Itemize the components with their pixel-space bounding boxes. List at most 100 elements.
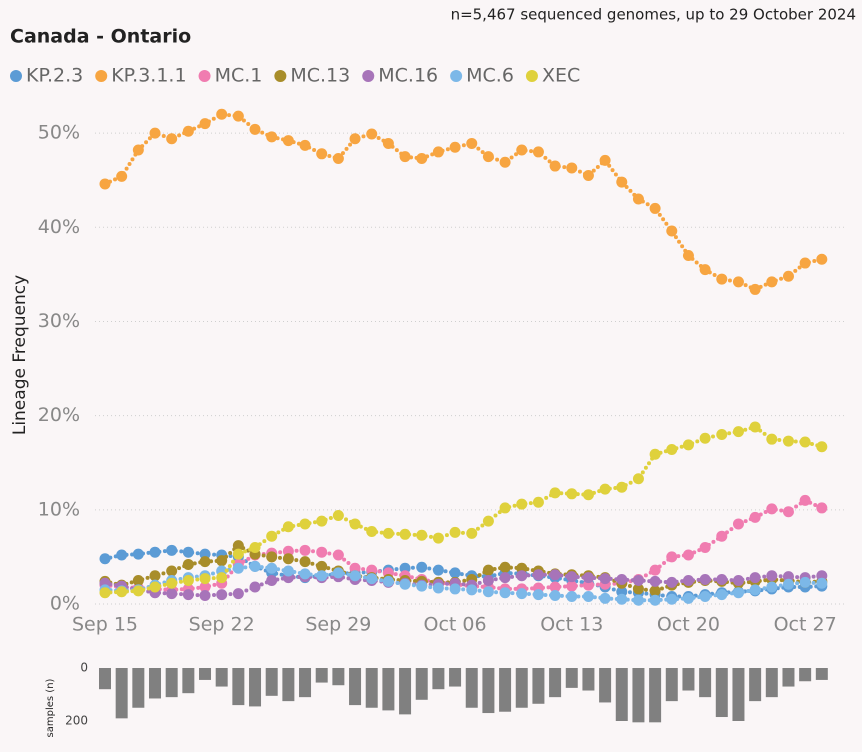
data-point (599, 483, 611, 495)
data-point (132, 585, 144, 597)
data-point (599, 573, 611, 585)
data-point (666, 444, 678, 456)
bar (299, 668, 312, 698)
data-point (766, 433, 778, 445)
bar (649, 668, 662, 723)
data-point (566, 162, 578, 174)
legend-marker (450, 70, 463, 82)
data-point (616, 586, 628, 598)
data-point (632, 594, 644, 606)
data-point (132, 574, 144, 586)
data-point (149, 570, 161, 582)
data-point (816, 577, 828, 589)
data-point (416, 153, 428, 165)
data-point (199, 118, 211, 130)
data-point (266, 574, 278, 586)
bar (315, 668, 328, 683)
data-point (482, 574, 494, 586)
bar (432, 668, 445, 690)
data-point (616, 176, 628, 188)
data-point (582, 590, 594, 602)
data-point (149, 127, 161, 139)
data-point (282, 135, 294, 147)
data-point (166, 577, 178, 589)
data-point (732, 574, 744, 586)
data-point (216, 108, 228, 120)
data-point (549, 590, 561, 602)
data-point (566, 488, 578, 500)
data-point (199, 581, 211, 593)
data-point (749, 283, 761, 295)
data-point (349, 562, 361, 574)
bar (682, 668, 695, 691)
data-point (499, 156, 511, 168)
data-point (582, 169, 594, 181)
data-point (232, 562, 244, 574)
data-point (466, 584, 478, 596)
bar (465, 668, 478, 708)
data-point (682, 439, 694, 451)
data-point (199, 573, 211, 585)
data-point (499, 502, 511, 514)
data-point (566, 571, 578, 583)
data-point (816, 570, 828, 582)
data-point (799, 494, 811, 506)
data-point (366, 573, 378, 585)
data-point (632, 583, 644, 595)
data-point (416, 529, 428, 541)
data-point (449, 141, 461, 153)
data-point (316, 515, 328, 527)
data-point (666, 225, 678, 237)
x-tick-label: Oct 20 (657, 614, 720, 636)
data-point (699, 574, 711, 586)
legend-marker (362, 70, 375, 82)
data-point (299, 568, 311, 580)
x-tick-label: Sep 29 (305, 614, 371, 636)
data-point (449, 567, 461, 579)
data-point (116, 549, 128, 561)
bar (365, 668, 378, 708)
data-point (699, 590, 711, 602)
data-point (399, 562, 411, 574)
data-point (332, 153, 344, 165)
y-tick-label: 20% (38, 404, 80, 426)
data-point (249, 581, 261, 593)
legend-label: MC.13 (290, 65, 350, 87)
data-point (582, 489, 594, 501)
data-point (382, 527, 394, 539)
bar (565, 668, 578, 688)
bar (482, 668, 495, 714)
data-point (732, 426, 744, 438)
legend-label: MC.1 (215, 65, 263, 87)
data-point (166, 544, 178, 556)
data-point (382, 575, 394, 587)
legend-label: KP.3.1.1 (111, 65, 186, 87)
data-point (582, 572, 594, 584)
data-point (199, 548, 211, 560)
data-point (599, 154, 611, 166)
y-tick-label: 30% (38, 310, 80, 332)
data-point (682, 549, 694, 561)
data-point (649, 585, 661, 597)
data-point (516, 562, 528, 574)
data-point (566, 590, 578, 602)
data-point (566, 580, 578, 592)
data-point (782, 270, 794, 282)
data-point (716, 530, 728, 542)
data-point (249, 123, 261, 135)
data-point (799, 436, 811, 448)
bar (515, 668, 528, 708)
data-point (232, 110, 244, 122)
data-point (266, 131, 278, 143)
data-point (582, 579, 594, 591)
bar (199, 668, 212, 680)
data-point (716, 273, 728, 285)
bar (149, 668, 162, 699)
data-point (282, 553, 294, 565)
data-point (316, 148, 328, 160)
data-point (516, 588, 528, 600)
data-point (99, 553, 111, 565)
data-point (149, 546, 161, 558)
data-point (549, 569, 561, 581)
data-point (299, 544, 311, 556)
